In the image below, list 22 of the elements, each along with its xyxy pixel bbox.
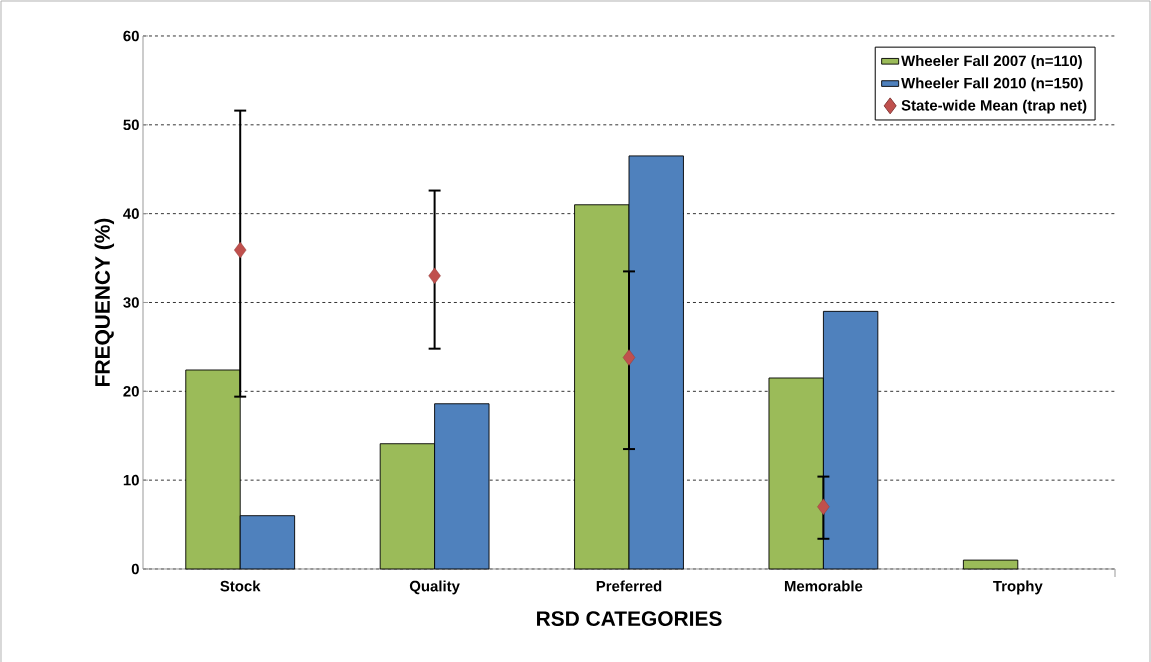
y-tick-label: 10 — [123, 474, 139, 486]
y-tick-label: 50 — [123, 119, 139, 131]
y-tick-label: 60 — [123, 30, 139, 42]
point — [428, 267, 441, 285]
y-tick-label: 0 — [131, 563, 139, 575]
bar — [962, 559, 1019, 570]
point — [622, 349, 636, 366]
x-tick-label: Trophy — [993, 580, 1043, 595]
x-axis-title: RSD CATEGORIES — [537, 611, 722, 627]
y-tick-label: 20 — [123, 386, 139, 397]
legend-label: Wheeler Fall 2010 (n=150) — [901, 77, 1083, 92]
point — [234, 241, 247, 259]
y-tick-label: 30 — [123, 297, 139, 308]
x-tick-label: Stock — [220, 580, 261, 592]
point — [817, 498, 830, 515]
x-tick-label: Memorable — [784, 580, 863, 592]
x-tick-label: Quality — [409, 580, 460, 595]
legend-label: State-wide Mean (trap net) — [901, 99, 1087, 114]
y-tick-label: 40 — [123, 208, 139, 219]
y-axis-title: FREQUENCY (%) — [94, 218, 115, 386]
x-tick-label: Preferred — [596, 580, 662, 592]
legend-label: Wheeler Fall 2007 (n=110) — [901, 55, 1082, 70]
